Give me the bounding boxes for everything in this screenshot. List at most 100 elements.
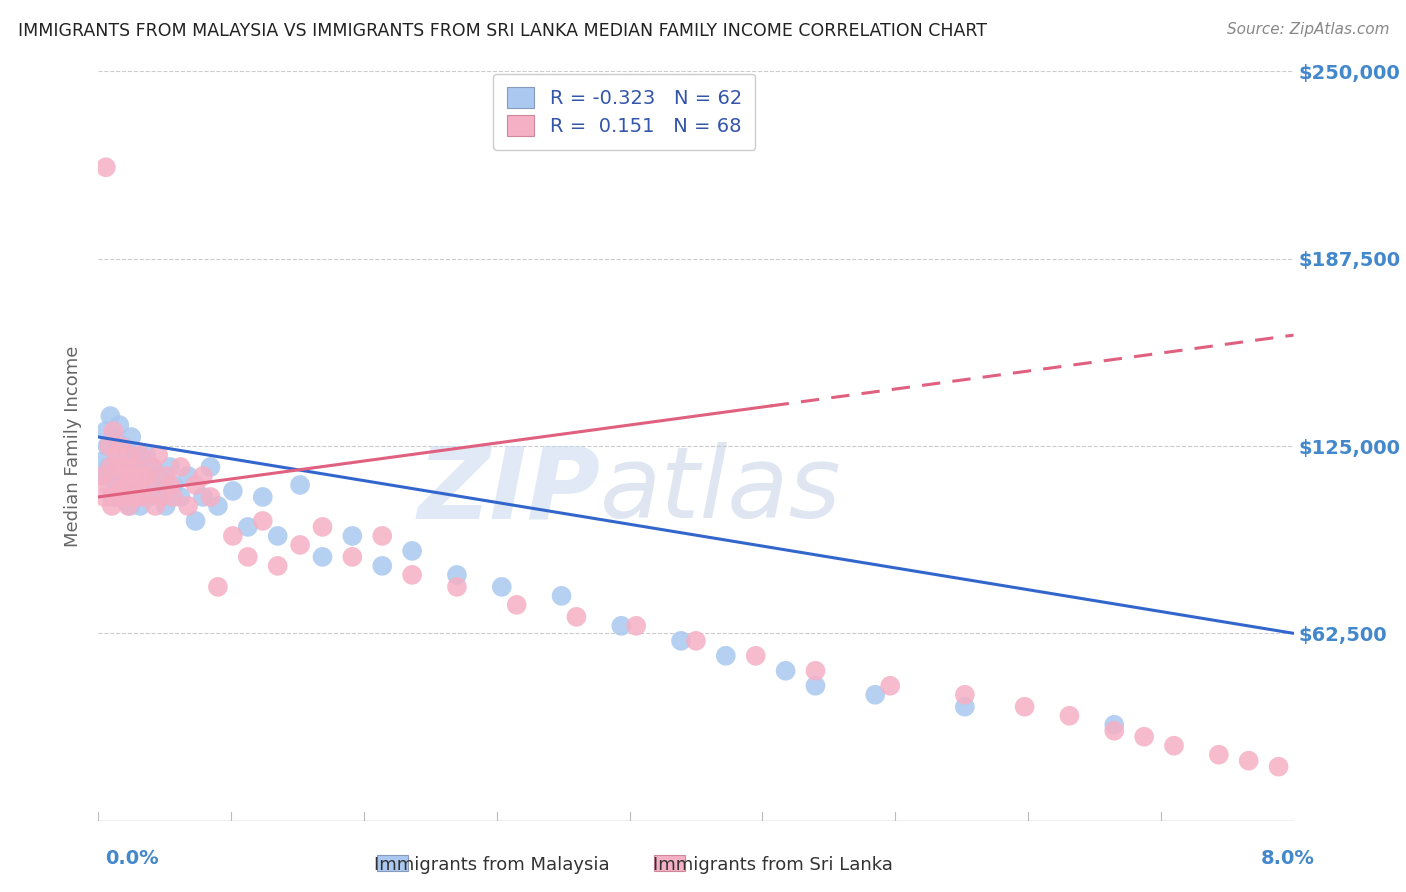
Point — [1133, 730, 1156, 744]
Point — [108, 483, 131, 498]
Point — [1014, 699, 1036, 714]
Point — [101, 499, 124, 513]
Point — [804, 679, 827, 693]
Point — [191, 490, 214, 504]
Point — [200, 460, 222, 475]
Point — [184, 478, 207, 492]
Point — [143, 478, 166, 492]
Point — [114, 478, 136, 492]
Text: ZIP: ZIP — [418, 442, 600, 540]
Point — [114, 483, 136, 498]
Text: IMMIGRANTS FROM MALAYSIA VS IMMIGRANTS FROM SRI LANKA MEDIAN FAMILY INCOME CORRE: IMMIGRANTS FROM MALAYSIA VS IMMIGRANTS F… — [18, 22, 987, 40]
Point — [879, 679, 901, 693]
Point — [112, 469, 135, 483]
Point — [107, 460, 129, 475]
Point — [745, 648, 768, 663]
Point — [169, 490, 191, 504]
Point — [550, 589, 572, 603]
Point — [105, 448, 128, 462]
Point — [177, 499, 200, 513]
Point — [125, 448, 148, 462]
Point — [162, 490, 184, 504]
Point — [117, 460, 139, 475]
Point — [371, 529, 394, 543]
Y-axis label: Median Family Income: Median Family Income — [65, 345, 83, 547]
Point — [110, 490, 132, 504]
Point — [714, 648, 737, 663]
Point — [150, 490, 173, 504]
Point — [267, 558, 290, 573]
Point — [111, 439, 134, 453]
Point — [169, 460, 191, 475]
Point — [115, 454, 138, 468]
Point — [103, 424, 125, 438]
Point — [132, 469, 155, 483]
Point — [124, 490, 146, 504]
Point — [1237, 754, 1260, 768]
Point — [236, 549, 259, 564]
Point — [143, 499, 166, 513]
Point — [1104, 717, 1126, 731]
Point — [311, 549, 333, 564]
Point — [91, 454, 114, 468]
Point — [446, 580, 468, 594]
Point — [222, 483, 245, 498]
Point — [252, 514, 274, 528]
Point — [953, 699, 976, 714]
Point — [107, 460, 129, 475]
Point — [98, 409, 122, 423]
Point — [97, 439, 120, 453]
Point — [127, 490, 149, 504]
Point — [97, 460, 120, 475]
Point — [506, 598, 529, 612]
Text: Source: ZipAtlas.com: Source: ZipAtlas.com — [1226, 22, 1389, 37]
Point — [115, 460, 138, 475]
Point — [236, 520, 259, 534]
Point — [155, 469, 177, 483]
Point — [1267, 760, 1289, 774]
Point — [120, 469, 142, 483]
Point — [200, 490, 222, 504]
Point — [128, 469, 150, 483]
Point — [184, 514, 207, 528]
Point — [91, 469, 114, 483]
Point — [804, 664, 827, 678]
Point — [159, 460, 181, 475]
Point — [155, 499, 177, 513]
Point — [124, 460, 146, 475]
Legend: R = -0.323   N = 62, R =  0.151   N = 68: R = -0.323 N = 62, R = 0.151 N = 68 — [494, 73, 755, 150]
Point — [342, 549, 364, 564]
Point — [108, 417, 131, 432]
Point — [129, 448, 152, 462]
Point — [96, 478, 118, 492]
Point — [252, 490, 274, 504]
Point — [1163, 739, 1185, 753]
Point — [1208, 747, 1230, 762]
Point — [177, 469, 200, 483]
Point — [311, 520, 333, 534]
Point — [132, 490, 155, 504]
Text: atlas: atlas — [600, 442, 842, 540]
Point — [105, 448, 128, 462]
Point — [865, 688, 887, 702]
Point — [148, 448, 170, 462]
Point — [117, 499, 139, 513]
Point — [669, 633, 692, 648]
Point — [626, 619, 648, 633]
Point — [491, 580, 513, 594]
Point — [125, 478, 148, 492]
Point — [129, 499, 152, 513]
Text: 0.0%: 0.0% — [105, 849, 159, 868]
Point — [288, 538, 311, 552]
Point — [207, 580, 229, 594]
Point — [148, 469, 170, 483]
Text: Immigrants from Sri Lanka: Immigrants from Sri Lanka — [654, 856, 893, 874]
Point — [121, 490, 143, 504]
Point — [121, 469, 143, 483]
Point — [138, 478, 160, 492]
Point — [96, 439, 118, 453]
Point — [446, 567, 468, 582]
Point — [127, 478, 149, 492]
Point — [120, 430, 142, 444]
Point — [162, 478, 184, 492]
